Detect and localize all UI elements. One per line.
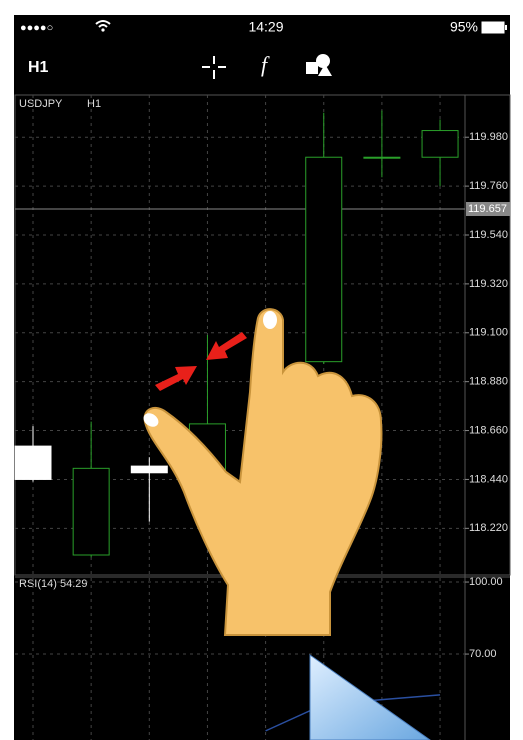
fingernail [263,311,277,329]
crosshair-button[interactable] [202,56,226,79]
current-price-box [466,202,510,216]
y-tick-label: 119.320 [469,278,508,290]
y-tick-label: 119.760 [469,180,508,192]
arrow [206,332,247,360]
y-tick-label: 118.220 [469,522,508,534]
y-tick-label: 118.440 [469,473,508,485]
candle-body [130,465,168,474]
battery-icon [481,21,505,34]
y-tick-label: 118.880 [469,376,508,388]
battery-text: 95% [450,19,478,35]
clock: 14:29 [248,19,283,35]
cursor-pointer [309,654,431,740]
y-tick-label: 119.540 [469,229,508,241]
candle-body [72,467,110,556]
symbol-label: USDJPY [19,98,63,110]
objects-button[interactable] [306,54,332,76]
arrow [155,366,197,391]
timeframe-button[interactable]: H1 [28,59,49,76]
candle-body [421,130,459,158]
y-tick-label: 119.980 [469,131,508,143]
indicators-button[interactable]: f [261,52,270,77]
gesture-overlay [143,308,431,740]
candle-body [14,445,52,480]
wifi-dot [101,28,105,32]
battery-tip [505,25,507,30]
rsi-label: RSI(14) 54.29 [19,578,87,590]
y-tick-label: 70.00 [469,648,497,660]
marks: 119.980 119.760 119.540 119.320 119.100 118.8… [14,95,510,740]
wifi-icon [95,20,111,28]
timeframe-label: H1 [87,98,101,110]
hand [143,308,383,636]
signal: ●●●●○ [20,22,53,34]
candle-body [363,156,401,159]
y-tick-label: 118.660 [469,424,508,436]
current-price-label: 119.657 [468,203,507,215]
fingernail [143,413,159,427]
y-tick-label: 100.00 [469,576,503,588]
candle-body [305,156,343,363]
y-tick-label: 119.100 [469,327,508,339]
